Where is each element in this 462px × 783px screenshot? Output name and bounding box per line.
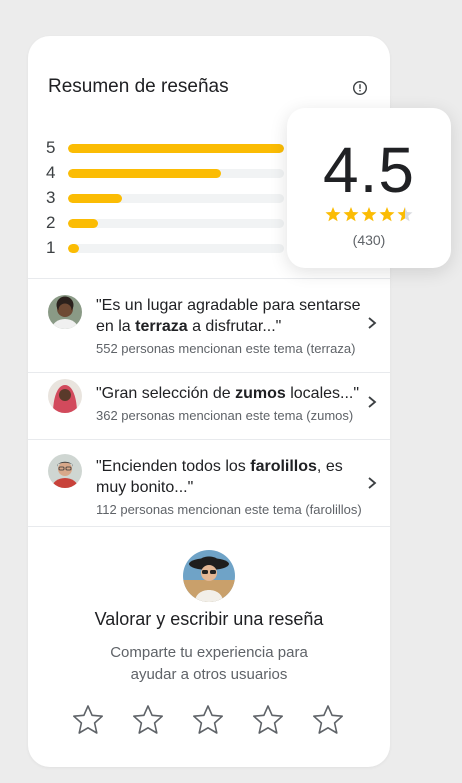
chevron-right-icon [368,477,377,489]
bar-track [68,169,284,178]
bar-label: 5 [46,138,56,157]
quote-keyword: terraza [135,318,188,335]
avatar [48,454,82,488]
topic-quote: "Encienden todos los farolillos, es muy … [96,456,358,498]
bar-label: 1 [46,238,56,257]
quote-text-end: a disfrutar..." [187,318,282,335]
rating-stars [325,207,413,222]
divider [28,372,390,373]
divider [28,439,390,440]
star-icon [343,207,359,222]
avatar [48,379,82,413]
quote-text: "Es un lugar agradable para sentarse en … [96,297,361,335]
rate-5-star-button[interactable] [312,704,344,736]
quote-keyword: zumos [235,385,286,402]
bar-row-2: 2 [46,211,296,235]
summary-title: Resumen de reseñas [48,76,229,97]
quote-text: "Encienden todos los [96,458,251,475]
bar-row-3: 3 [46,186,296,210]
divider [28,278,390,279]
subtitle-line: ayudar a otros usuarios [130,666,288,683]
topic-mentions: 362 personas mencionan este tema (zumos) [96,408,354,423]
rate-2-star-button[interactable] [132,704,164,736]
topic-mentions: 112 personas mencionan este tema (faroli… [96,502,362,517]
star-icon [361,207,377,222]
review-count: (430) [352,232,386,248]
topic-quote: "Es un lugar agradable para sentarse en … [96,295,366,337]
star-icon [325,207,341,222]
bar-fill [68,244,79,253]
bar-row-5: 5 [46,136,296,160]
average-rating-value: 4.5 [323,134,415,206]
star-half-icon [397,207,413,222]
star-icon [379,207,395,222]
bar-track [68,244,284,253]
bar-fill [68,219,99,228]
average-rating-card: 4.5 (430) [287,108,451,268]
bar-row-1: 1 [46,236,296,260]
topic-item-terraza[interactable]: "Es un lugar agradable para sentarse en … [28,279,390,372]
quote-keyword: farolillos [250,458,317,475]
write-review-subtitle: Comparte tu experiencia para ayudar a ot… [28,642,390,686]
quote-text-end: , es muy bonito..." [96,458,343,496]
bar-row-4: 4 [46,161,296,185]
bar-label: 3 [46,188,56,207]
topic-mentions: 552 personas mencionan este tema (terraz… [96,341,356,356]
rate-4-star-button[interactable] [252,704,284,736]
user-avatar [183,550,235,602]
avatar [48,295,82,329]
bar-fill [68,194,122,203]
bar-track [68,144,284,153]
bar-fill [68,144,284,153]
info-icon[interactable] [352,80,368,96]
rate-3-star-button[interactable] [192,704,224,736]
topic-item-farolillos[interactable]: "Encienden todos los farolillos, es muy … [28,440,390,528]
bar-label: 2 [46,213,56,232]
subtitle-line: Comparte tu experiencia para [110,644,308,661]
quote-text: "Gran selección de [96,385,236,402]
quote-text-end: locales..." [285,385,360,402]
chevron-right-icon [368,317,377,329]
bar-track [68,194,284,203]
divider [28,526,390,527]
bar-label: 4 [46,163,56,182]
topic-quote: "Gran selección de zumos locales..." [96,383,366,404]
write-review-title: Valorar y escribir una reseña [94,609,324,629]
chevron-right-icon [368,396,377,408]
rate-1-star-button[interactable] [72,704,104,736]
bar-track [68,219,284,228]
topic-item-zumos[interactable]: "Gran selección de zumos locales..." 362… [28,373,390,439]
bar-fill [68,169,222,178]
